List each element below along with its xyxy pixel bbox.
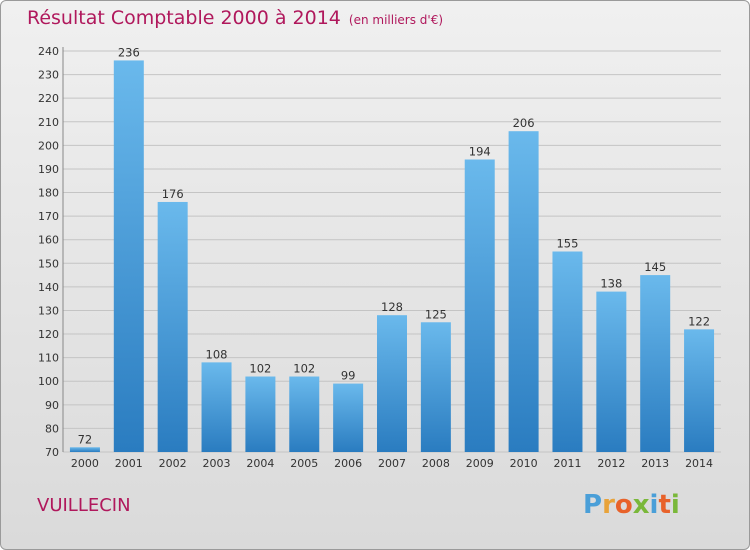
x-axis-labels: 2000 2001 2002 2003 2004 2005 2006 2007 2008 2009… [71, 457, 713, 470]
data-label-2003: 108 [206, 347, 228, 361]
x-tick-label: 2010 [510, 457, 538, 470]
data-label-2002: 176 [162, 187, 184, 201]
x-tick-label: 2006 [334, 457, 362, 470]
y-tick-label: 140 [38, 281, 59, 294]
bar-2012 [596, 291, 627, 452]
y-tick-label: 240 [38, 45, 59, 58]
x-tick-label: 2005 [290, 457, 318, 470]
data-label-2006: 99 [341, 369, 356, 383]
x-tick-label: 2013 [641, 457, 669, 470]
bar-2003 [201, 362, 232, 452]
data-label-2001: 236 [118, 45, 140, 59]
data-label-2011: 155 [556, 237, 578, 251]
data-label-2004: 102 [249, 362, 271, 376]
bar-2008 [420, 322, 451, 452]
bar-2014 [684, 329, 715, 452]
x-tick-label: 2009 [466, 457, 494, 470]
x-tick-label: 2003 [203, 457, 231, 470]
y-tick-label: 120 [38, 328, 59, 341]
data-label-2005: 102 [293, 362, 315, 376]
y-tick-label: 130 [38, 304, 59, 317]
bar-2000 [69, 447, 100, 452]
x-tick-label: 2000 [71, 457, 99, 470]
data-label-2007: 128 [381, 300, 403, 314]
data-label-2014: 122 [688, 314, 710, 328]
commune-name: VUILLECIN [37, 495, 131, 516]
logo-letter: i [670, 490, 680, 520]
data-label-2013: 145 [644, 260, 666, 274]
y-tick-label: 80 [45, 422, 59, 435]
x-tick-label: 2008 [422, 457, 450, 470]
y-tick-label: 90 [45, 399, 59, 412]
bar-2004 [245, 376, 276, 452]
data-label-2010: 206 [513, 116, 535, 130]
logo-letter: P [583, 490, 603, 520]
y-tick-label: 180 [38, 187, 59, 200]
bars: 72 236 176 108 102 102 99 128 125 194 206 155 138 145… [69, 45, 715, 452]
logo-letter: t [658, 490, 671, 520]
y-axis: 70 80 90 100 110 120 130 140 150 160 170 180 190 200 2… [38, 45, 64, 459]
x-tick-label: 2002 [159, 457, 187, 470]
x-tick-label: 2014 [685, 457, 713, 470]
y-tick-label: 100 [38, 375, 59, 388]
logo-letter: o [614, 490, 633, 520]
chart-title-text: Résultat Comptable 2000 à 2014 [27, 7, 341, 29]
x-tick-label: 2007 [378, 457, 406, 470]
bar-2011 [552, 251, 583, 452]
proxiti-logo: Proxiti [583, 490, 680, 520]
logo-letter: r [602, 490, 615, 520]
bar-2009 [464, 159, 495, 452]
y-tick-label: 160 [38, 234, 59, 247]
chart-title: Résultat Comptable 2000 à 2014 (en millie… [27, 7, 443, 29]
bar-2006 [333, 383, 364, 452]
data-label-2000: 72 [78, 432, 93, 446]
y-tick-label: 150 [38, 257, 59, 270]
y-tick-label: 70 [45, 446, 59, 459]
y-tick-label: 170 [38, 210, 59, 223]
bar-2010 [508, 131, 539, 452]
logo-letter: i [649, 490, 659, 520]
x-tick-label: 2011 [553, 457, 581, 470]
x-tick-label: 2004 [246, 457, 274, 470]
bar-2005 [289, 376, 320, 452]
logo-letter: x [632, 490, 650, 520]
y-tick-label: 220 [38, 92, 59, 105]
y-tick-label: 200 [38, 139, 59, 152]
x-tick-label: 2001 [115, 457, 143, 470]
data-label-2009: 194 [469, 145, 491, 159]
y-tick-label: 230 [38, 69, 59, 82]
bar-2002 [157, 201, 188, 452]
x-tick-label: 2012 [597, 457, 625, 470]
data-label-2008: 125 [425, 307, 447, 321]
y-tick-label: 110 [38, 352, 59, 365]
chart-subtitle: (en milliers d'€) [348, 13, 444, 27]
bar-2013 [640, 275, 671, 452]
data-label-2012: 138 [600, 277, 622, 291]
y-tick-label: 210 [38, 116, 59, 129]
y-tick-label: 190 [38, 163, 59, 176]
bar-2007 [377, 315, 407, 452]
bar-2001 [113, 60, 144, 452]
